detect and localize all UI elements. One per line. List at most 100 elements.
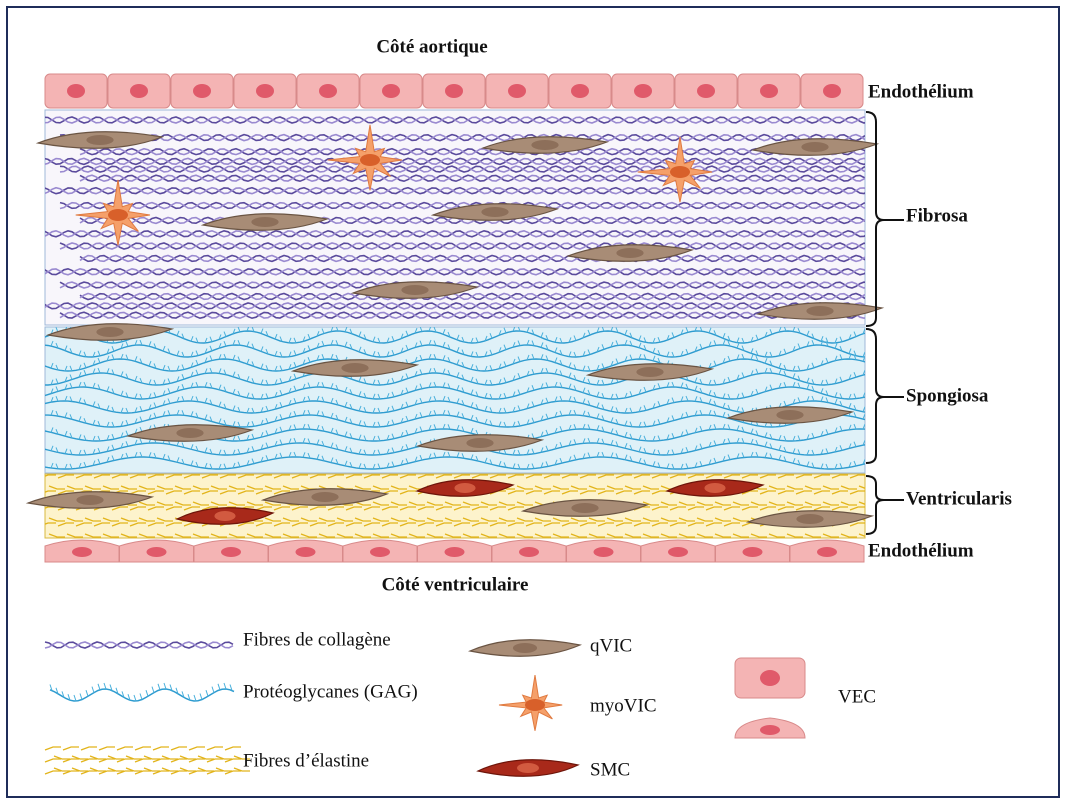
legend-label: VEC: [838, 686, 876, 707]
layer-label: Endothélium: [868, 540, 974, 561]
legend-elastin: [44, 758, 241, 763]
cell-nucleus: [341, 363, 369, 373]
gag-branches: [50, 339, 865, 358]
elastin-fibers: [45, 474, 865, 479]
vec-nucleus: [256, 84, 274, 98]
layer-label: Endothélium: [868, 81, 974, 102]
collagen-strand: [79, 254, 865, 263]
legend-elastin: [53, 755, 250, 760]
cell-nucleus: [311, 492, 339, 502]
legend-vec-nucleus: [760, 725, 780, 735]
gag-branches: [50, 451, 865, 470]
vec-nucleus: [444, 547, 465, 557]
gag-strand: [45, 344, 865, 358]
cell-nucleus: [512, 643, 538, 653]
collagen-strand: [59, 242, 865, 250]
brace-tick: [884, 219, 904, 501]
legend-label: myoVIC: [590, 695, 657, 716]
vec-nucleus: [742, 547, 763, 557]
vec-nucleus: [295, 547, 316, 557]
legend-label: Protéoglycanes (GAG): [243, 681, 418, 702]
vec-nucleus: [508, 84, 526, 98]
legend-elastin: [53, 767, 250, 772]
vec-nucleus: [519, 547, 539, 557]
legend-elastin: [44, 770, 241, 775]
collagen-strand: [59, 281, 865, 289]
vec-nucleus: [817, 547, 837, 557]
cell-nucleus: [616, 248, 644, 258]
vec-nucleus: [130, 84, 148, 98]
myovic-nucleus: [670, 166, 690, 178]
endothelium-cells: [44, 73, 865, 563]
legend-elastin: [44, 746, 241, 751]
legend-label: Fibres de collagène: [243, 629, 391, 650]
cell-nucleus: [517, 763, 539, 773]
vec-nucleus: [760, 84, 778, 98]
cell-nucleus: [96, 327, 124, 337]
vec-nucleus: [221, 547, 241, 557]
top-side-label: Côté aortique: [376, 36, 487, 57]
vec-nucleus: [668, 547, 688, 557]
collagen-strand: [79, 174, 865, 183]
gag-branches: [50, 409, 865, 428]
collagen-strand: [59, 311, 865, 320]
legend-vec-nucleus: [760, 670, 780, 686]
vec-nucleus: [370, 547, 390, 557]
collagen-strand: [79, 174, 865, 183]
cell-nucleus: [796, 514, 824, 524]
cell-nucleus: [571, 503, 599, 513]
collagen-strand: [45, 116, 865, 124]
vec-nucleus: [823, 84, 841, 98]
myovic-nucleus: [360, 154, 380, 166]
vec-nucleus: [319, 84, 337, 98]
collagen-strand: [59, 133, 865, 142]
cell-nucleus: [401, 285, 429, 295]
collagen-strand: [59, 165, 865, 173]
collagen-strand: [45, 229, 865, 238]
legend-gag-branches: [49, 682, 233, 702]
vec-nucleus: [382, 84, 400, 98]
collagen-strand: [45, 229, 865, 238]
gag-branches: [50, 381, 865, 400]
cell-nucleus: [704, 483, 726, 493]
vec-nucleus: [634, 84, 652, 98]
collagen-strand: [45, 186, 865, 195]
collagen-strand: [59, 133, 865, 142]
collagen-strand: [59, 201, 865, 210]
braces: [865, 111, 904, 535]
vec-nucleus: [571, 84, 589, 98]
collagen-strand: [44, 641, 234, 649]
vec-nucleus: [593, 547, 614, 557]
cell-nucleus: [531, 140, 559, 150]
collagen-strand: [59, 242, 865, 250]
collagen-strand: [45, 267, 865, 276]
myovic-nucleus: [108, 209, 128, 221]
elastin-fibers: [48, 533, 865, 538]
cell-nucleus: [454, 483, 476, 493]
cells: [25, 124, 885, 528]
legend-label: Fibres d’élastine: [243, 750, 369, 771]
legend: [44, 639, 806, 777]
vec-nucleus: [67, 84, 85, 98]
cell-nucleus: [76, 495, 104, 505]
cell-nucleus: [176, 428, 204, 438]
legend-label: SMC: [590, 759, 630, 780]
collagen-strand: [45, 302, 865, 310]
cell-nucleus: [636, 367, 664, 377]
collagen-strand: [59, 165, 865, 173]
vec-nucleus: [146, 547, 167, 557]
cell-nucleus: [776, 410, 804, 420]
cell-nucleus: [806, 306, 834, 316]
collagen-strand: [45, 157, 865, 166]
cell-nucleus: [86, 135, 114, 145]
collagen-strand: [79, 147, 865, 156]
layer-label: Spongiosa: [906, 385, 989, 406]
vec-nucleus: [72, 547, 92, 557]
collagen-strand: [45, 116, 865, 124]
collagen-strand: [79, 254, 865, 263]
legend-label: qVIC: [590, 635, 632, 656]
collagen-strand: [79, 292, 865, 301]
cell-nucleus: [801, 142, 829, 152]
collagen-strand: [45, 186, 865, 195]
